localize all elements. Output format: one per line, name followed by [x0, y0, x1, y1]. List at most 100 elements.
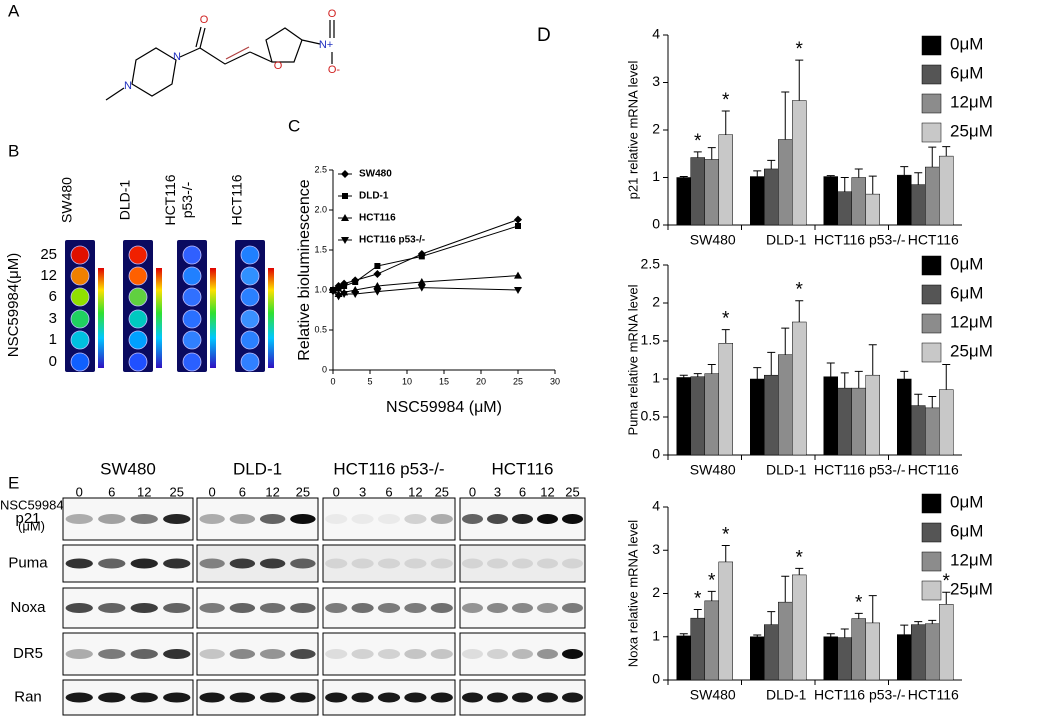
protein-band	[351, 558, 374, 569]
column-label: DLD-1	[117, 180, 133, 221]
bar	[851, 618, 866, 681]
axis-label: NSC59984 (μM)	[386, 399, 502, 416]
error-bar	[868, 344, 877, 376]
error-bar	[679, 633, 688, 636]
protein-band	[562, 514, 583, 524]
axis-label: Relative bioluminescence	[296, 179, 313, 361]
legend-label: 12μM	[950, 550, 993, 569]
error-bar	[721, 110, 730, 135]
legend-label: 12μM	[950, 92, 993, 111]
data-point	[514, 287, 522, 294]
x-tick-label: HCT116 p53-/-	[814, 462, 906, 478]
protein-band	[377, 603, 401, 613]
y-tick-label: 2	[652, 121, 660, 137]
bar	[676, 377, 691, 456]
x-tick-label: DLD-1	[766, 687, 807, 703]
bar	[865, 193, 880, 226]
group-label: HCT116	[491, 459, 553, 478]
legend-swatch	[921, 255, 942, 276]
x-tick-label: HCT116	[908, 232, 959, 248]
legend-marker	[342, 193, 348, 199]
well-signal	[70, 309, 90, 329]
row-label: 1	[49, 331, 57, 348]
protein-band	[65, 692, 93, 703]
well-signal	[128, 352, 148, 372]
protein-band	[290, 692, 316, 703]
protein-band	[130, 514, 158, 524]
protein-band	[229, 558, 256, 569]
protein-band	[404, 692, 427, 703]
protein-band	[537, 649, 558, 659]
protein-band	[290, 649, 316, 659]
bar	[676, 177, 691, 226]
protein-band	[163, 603, 191, 613]
bar	[939, 389, 954, 456]
blot-frame	[322, 497, 456, 541]
x-tick-label: 10	[402, 376, 412, 386]
protein-band	[130, 558, 158, 569]
protein-band	[290, 603, 316, 613]
bar	[676, 635, 691, 681]
protein-band	[229, 692, 256, 703]
protein-band	[199, 692, 225, 703]
bar	[704, 159, 719, 226]
protein-band	[351, 649, 374, 659]
legend-swatch	[921, 551, 942, 572]
protein-band	[537, 558, 558, 569]
bar	[823, 636, 838, 681]
data-point	[417, 284, 426, 292]
y-tick-label: 0	[652, 446, 660, 462]
x-tick-label: DLD-1	[766, 462, 807, 478]
protein-band	[430, 692, 453, 703]
well-signal	[240, 309, 260, 329]
dose-label: 25	[296, 484, 310, 499]
dose-label: 12	[265, 484, 279, 499]
row-label: 6	[49, 288, 57, 305]
y-tick-label: 1.0	[314, 284, 327, 294]
legend-marker	[341, 237, 349, 244]
error-bar	[826, 175, 835, 177]
color-scale-bar	[210, 268, 216, 368]
error-bar	[868, 595, 877, 623]
protein-band	[290, 558, 316, 569]
legend-swatch	[921, 522, 942, 543]
protein-band	[404, 514, 427, 524]
error-bar	[942, 591, 951, 605]
legend-swatch	[921, 93, 942, 114]
error-bar	[840, 628, 849, 638]
protein-band	[259, 558, 286, 569]
x-tick-label: HCT116 p53-/-	[814, 687, 906, 703]
bar	[911, 624, 926, 681]
significance-mark: *	[722, 90, 730, 111]
protein-band	[562, 558, 583, 569]
x-tick-label: 20	[476, 376, 486, 386]
column-label: HCT116	[162, 174, 178, 225]
significance-mark: *	[796, 547, 804, 568]
legend-label: 6μM	[950, 63, 983, 82]
y-tick-label: 0	[322, 364, 327, 374]
well-signal	[182, 309, 202, 329]
protein-band	[487, 558, 508, 569]
bar	[925, 166, 940, 226]
panel-label: D	[537, 25, 551, 46]
data-point	[341, 283, 348, 289]
dose-label: 6	[108, 484, 115, 499]
bar	[939, 604, 954, 681]
bar	[778, 354, 793, 456]
dose-label: 25	[565, 484, 579, 499]
protein-band	[163, 514, 191, 524]
legend-swatch	[921, 122, 942, 143]
dose-label: 12	[408, 484, 422, 499]
y-tick-label: 2	[652, 294, 660, 310]
bar	[851, 177, 866, 226]
protein-band	[377, 649, 401, 659]
y-tick-label: 4	[652, 498, 660, 514]
legend-label: 0μM	[950, 254, 983, 273]
error-bar	[868, 175, 877, 195]
significance-mark: *	[796, 39, 804, 60]
protein-band	[537, 603, 558, 613]
protein-band	[512, 558, 533, 569]
bar	[718, 561, 733, 681]
y-tick-label: 1	[652, 627, 660, 643]
